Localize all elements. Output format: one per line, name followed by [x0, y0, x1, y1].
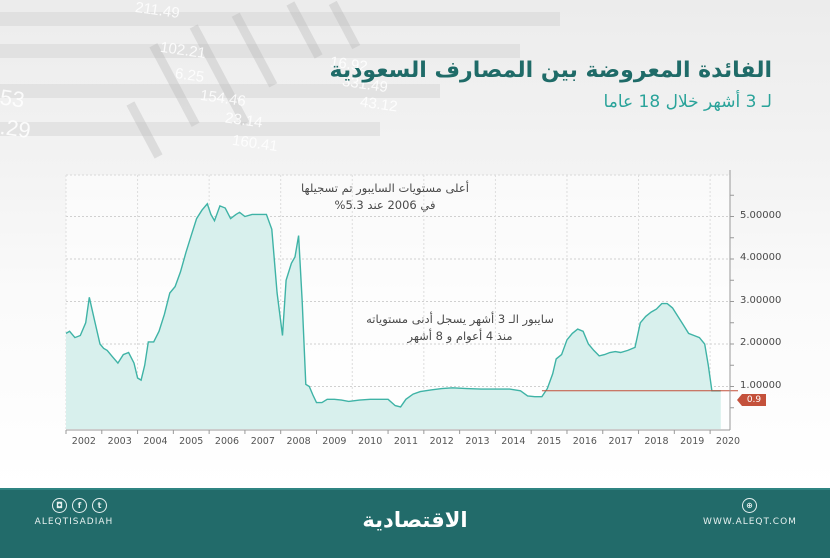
- social-icons: ◘ f t: [52, 498, 107, 513]
- x-tick-label: 2009: [322, 436, 347, 447]
- low-annotation-line2: منذ 4 أعوام و 8 أشهر: [407, 329, 513, 343]
- saibor-area-fill: [66, 203, 721, 429]
- x-tick-label: 2013: [465, 436, 490, 447]
- facebook-icon[interactable]: f: [72, 498, 87, 513]
- saibor-line: [65, 202, 721, 408]
- peak-annotation-line2: في 2006 عند 5.3%: [334, 198, 436, 212]
- x-tick-label: 2018: [644, 436, 669, 447]
- bg-band: [0, 44, 520, 58]
- x-tick-label: 2004: [143, 436, 168, 447]
- x-tick-label: 2007: [250, 436, 275, 447]
- x-tick-label: 2012: [429, 436, 454, 447]
- y-tick-label: 5.00000: [740, 209, 782, 221]
- current-value-badge: 0.9: [737, 394, 766, 406]
- chart-subtitle: لـ 3 أشهر خلال 18 عاما: [603, 92, 772, 112]
- x-tick-label: 2006: [214, 436, 240, 447]
- globe-icon[interactable]: ⊕: [742, 498, 757, 513]
- x-tick-label: 2008: [286, 436, 311, 447]
- x-tick-label: 2019: [680, 436, 705, 447]
- x-tick-label: 2020: [715, 436, 741, 447]
- social-handle[interactable]: ALEQTISADIAH: [34, 517, 114, 527]
- x-tick-label: 2010: [358, 436, 383, 447]
- y-tick-label: 1.00000: [740, 379, 782, 391]
- bg-band: [0, 84, 440, 98]
- low-annotation: سايبور الـ 3 أشهر يسجل أدنى مستوياته منذ…: [345, 311, 575, 345]
- axis-ticks: [65, 194, 734, 434]
- peak-annotation: أعلى مستويات السايبور تم تسجيلها في 2006…: [270, 180, 500, 214]
- y-tick-label: 4.00000: [740, 252, 782, 263]
- x-tick-label: 2015: [536, 436, 562, 447]
- x-tick-label: 2005: [179, 436, 204, 447]
- chart-title: الفائدة المعروضة بين المصارف السعودية: [329, 58, 772, 83]
- footer-bar: ◘ f t ALEQTISADIAH الاقتصادية ⊕ WWW.ALEQ…: [0, 488, 830, 558]
- instagram-icon[interactable]: ◘: [52, 498, 67, 513]
- x-tick-label: 2003: [107, 436, 132, 447]
- x-tick-label: 2014: [501, 436, 526, 447]
- twitter-icon[interactable]: t: [92, 498, 107, 513]
- bg-band: [0, 12, 560, 26]
- x-tick-label: 2002: [71, 436, 96, 447]
- peak-annotation-line1: أعلى مستويات السايبور تم تسجيلها: [301, 181, 469, 195]
- bg-band: [0, 122, 380, 136]
- x-tick-label: 2017: [608, 436, 633, 447]
- x-tick-label: 2011: [393, 436, 419, 447]
- low-annotation-line1: سايبور الـ 3 أشهر يسجل أدنى مستوياته: [366, 312, 554, 326]
- aleqtisadiah-logo: الاقتصادية: [362, 508, 468, 532]
- website-link[interactable]: WWW.ALEQT.COM: [703, 517, 797, 527]
- saibor-area-chart: [65, 170, 738, 434]
- x-tick-label: 2016: [572, 436, 597, 447]
- y-tick-label: 2.00000: [740, 337, 782, 348]
- y-tick-label: 3.00000: [740, 294, 782, 306]
